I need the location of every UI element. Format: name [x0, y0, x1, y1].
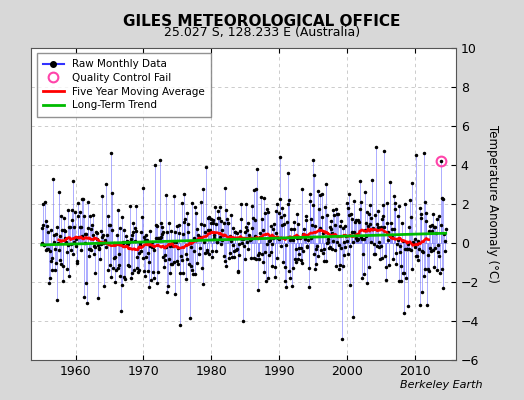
- Text: Berkeley Earth: Berkeley Earth: [400, 380, 482, 390]
- Y-axis label: Temperature Anomaly (°C): Temperature Anomaly (°C): [486, 125, 498, 283]
- Text: 25.027 S, 128.233 E (Australia): 25.027 S, 128.233 E (Australia): [164, 26, 360, 39]
- Text: GILES METEOROLOGICAL OFFICE: GILES METEOROLOGICAL OFFICE: [123, 14, 401, 29]
- Legend: Raw Monthly Data, Quality Control Fail, Five Year Moving Average, Long-Term Tren: Raw Monthly Data, Quality Control Fail, …: [37, 53, 211, 117]
